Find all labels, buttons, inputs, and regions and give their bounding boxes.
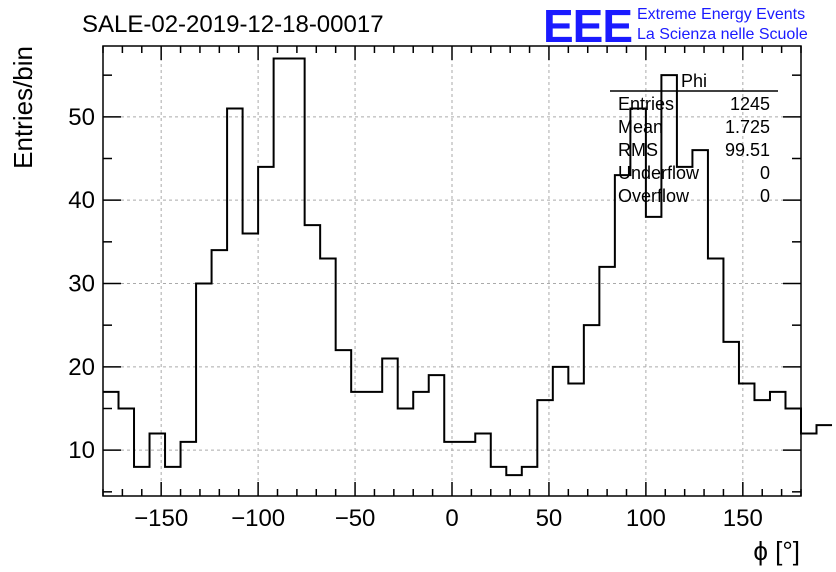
histogram-bin xyxy=(708,259,724,497)
histogram-bin xyxy=(491,467,507,496)
stats-label: Mean xyxy=(618,117,663,137)
stats-label: RMS xyxy=(618,140,658,160)
histogram-bars xyxy=(103,57,833,497)
y-tick-label: 30 xyxy=(68,271,95,298)
stats-label: Entries xyxy=(618,94,674,114)
histogram-bin xyxy=(367,392,383,496)
histogram-bin xyxy=(320,259,336,497)
histogram-bin xyxy=(537,400,553,496)
stats-label: Underflow xyxy=(618,163,700,183)
histogram-bin xyxy=(817,425,833,496)
histogram-bin xyxy=(413,392,429,496)
histogram-bin xyxy=(661,75,677,496)
histogram-bin xyxy=(646,217,662,496)
x-tick-label: 50 xyxy=(536,505,563,532)
histogram-bin xyxy=(754,400,770,496)
stats-value: 0 xyxy=(760,186,770,206)
histogram-bin xyxy=(274,59,290,497)
x-axis-label: ϕ [°] xyxy=(753,536,800,566)
histogram-bin xyxy=(615,175,631,496)
histogram-bin xyxy=(553,367,569,496)
histogram-bin xyxy=(770,392,786,496)
stats-title: Phi xyxy=(681,71,707,91)
histogram-bin xyxy=(568,384,584,497)
y-axis-label: Entries/bin xyxy=(8,46,38,169)
histogram-bin xyxy=(739,384,755,497)
run-title: SALE-02-2019-12-18-00017 xyxy=(82,11,384,38)
histogram-bin xyxy=(305,225,321,496)
stats-box: Phi Entries 1245 Mean 1.725 RMS 99.51 Un… xyxy=(610,71,778,206)
histogram-bin xyxy=(382,359,398,497)
histogram-bin xyxy=(243,234,259,497)
x-tick-label: 150 xyxy=(723,505,763,532)
histogram-bin xyxy=(196,284,212,497)
histogram-bin xyxy=(429,375,445,496)
histogram-bin xyxy=(119,409,135,497)
tick-labels: −150 −100 −50 0 50 100 150 10 20 30 40 50 xyxy=(68,104,763,532)
histogram-bin xyxy=(723,342,739,496)
stats-label: Overflow xyxy=(618,186,690,206)
histogram-bin xyxy=(785,409,801,497)
stats-value: 99.51 xyxy=(725,140,770,160)
stats-value: 0 xyxy=(760,163,770,183)
x-tick-label: 100 xyxy=(626,505,666,532)
histogram-bin xyxy=(677,167,693,496)
y-tick-label: 20 xyxy=(68,354,95,381)
histogram-bin xyxy=(258,167,274,496)
x-tick-label: −100 xyxy=(231,505,285,532)
histogram-bin xyxy=(599,267,615,496)
histogram-bin xyxy=(398,409,414,497)
histogram-bin xyxy=(289,59,305,497)
stats-value: 1.725 xyxy=(725,117,770,137)
histogram-outline xyxy=(103,57,833,477)
x-tick-label: −50 xyxy=(335,505,376,532)
y-tick-label: 50 xyxy=(68,104,95,131)
histogram-bin xyxy=(336,350,352,496)
histogram-bin xyxy=(460,442,476,496)
histogram-bin xyxy=(212,250,228,496)
org-subtitle: La Scienza nelle Scuole xyxy=(637,26,808,43)
histogram-bin xyxy=(103,392,119,496)
histogram-bin xyxy=(506,475,522,496)
histogram-bin xyxy=(475,434,491,497)
histogram-bin xyxy=(227,109,243,497)
y-tick-label: 40 xyxy=(68,187,95,214)
histogram-bin xyxy=(801,434,817,497)
histogram-bin xyxy=(351,392,367,496)
histogram-bin xyxy=(165,467,181,496)
y-tick-label: 10 xyxy=(68,437,95,464)
stats-value: 1245 xyxy=(730,94,770,114)
eee-logo: EEE xyxy=(543,0,632,52)
x-tick-label: −150 xyxy=(134,505,188,532)
histogram-bin xyxy=(692,150,708,496)
grid-lines xyxy=(103,46,801,496)
x-tick-label: 0 xyxy=(445,505,458,532)
plot-frame xyxy=(102,45,802,497)
histogram-bin xyxy=(150,434,166,497)
org-name: Extreme Energy Events xyxy=(637,6,805,23)
histogram-bin xyxy=(584,325,600,496)
